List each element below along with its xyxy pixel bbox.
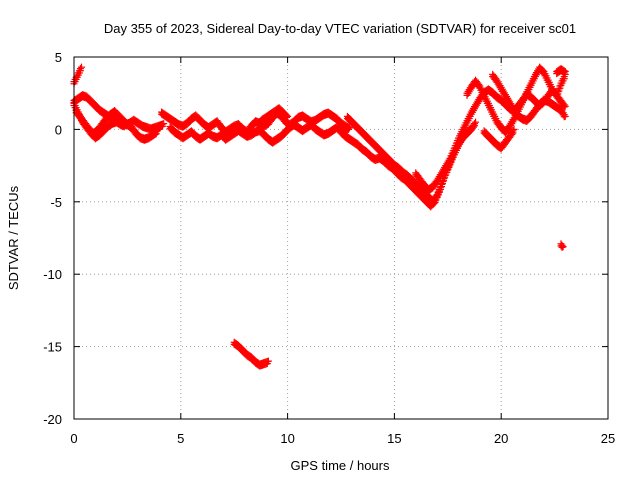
x-tick-label: 20 [494, 431, 508, 446]
grid-lines [74, 57, 608, 419]
data-point-marker [472, 118, 480, 126]
data-point-marker [430, 200, 438, 208]
data-series-track-12 [489, 70, 569, 115]
data-points [70, 63, 569, 370]
data-point-marker [346, 124, 354, 132]
plot-frame [73, 56, 609, 420]
y-tick-label: 5 [55, 50, 62, 65]
x-tick-label: 10 [280, 431, 294, 446]
data-point-marker [558, 243, 566, 251]
data-point-marker [471, 122, 478, 130]
x-tick-label: 0 [70, 431, 77, 446]
chart-title: Day 355 of 2023, Sidereal Day-to-day VTE… [104, 21, 576, 36]
data-point-marker [153, 127, 161, 135]
data-point-marker [561, 112, 569, 120]
data-series-track-15 [230, 338, 272, 370]
data-point-marker [561, 102, 569, 110]
y-tick-label: 0 [55, 122, 62, 137]
data-series-track-1 [70, 63, 85, 88]
data-point-marker [561, 67, 569, 75]
data-series-track-7 [254, 104, 292, 130]
data-series-track-9 [337, 125, 473, 211]
data-series-track-4 [72, 107, 161, 144]
x-axis-label: GPS time / hours [291, 458, 390, 473]
data-point-marker [160, 120, 168, 128]
data-point-marker [559, 243, 567, 251]
data-series-track-13 [480, 125, 518, 153]
x-tick-label: 5 [177, 431, 184, 446]
y-tick-label: -20 [43, 412, 62, 427]
data-point-marker [560, 103, 568, 111]
x-tick-label: 15 [387, 431, 401, 446]
y-axis-label: SDTVAR / TECUs [6, 185, 21, 290]
y-tick-label: -5 [50, 195, 62, 210]
data-point-marker [508, 130, 516, 138]
axis-ticks: 0 5 10 15 20 25 -20 -15 -10 -5 0 5 [43, 50, 615, 446]
y-tick-label: -15 [43, 340, 62, 355]
data-series-track-16 [557, 240, 567, 251]
data-point-marker [464, 129, 472, 137]
data-point-marker [560, 69, 568, 77]
data-point-marker [283, 113, 291, 121]
data-point-marker [510, 125, 518, 133]
data-point-marker [76, 67, 84, 75]
data-point-marker [509, 129, 517, 137]
data-point-marker [77, 63, 85, 71]
data-series-track-8 [343, 112, 480, 207]
data-series-track-14 [553, 65, 569, 78]
data-point-marker [469, 123, 477, 131]
y-tick-label: -10 [43, 267, 62, 282]
data-point-marker [264, 357, 272, 365]
data-series-track-6 [166, 120, 349, 147]
data-point-marker [284, 112, 292, 120]
x-tick-label: 25 [601, 431, 615, 446]
